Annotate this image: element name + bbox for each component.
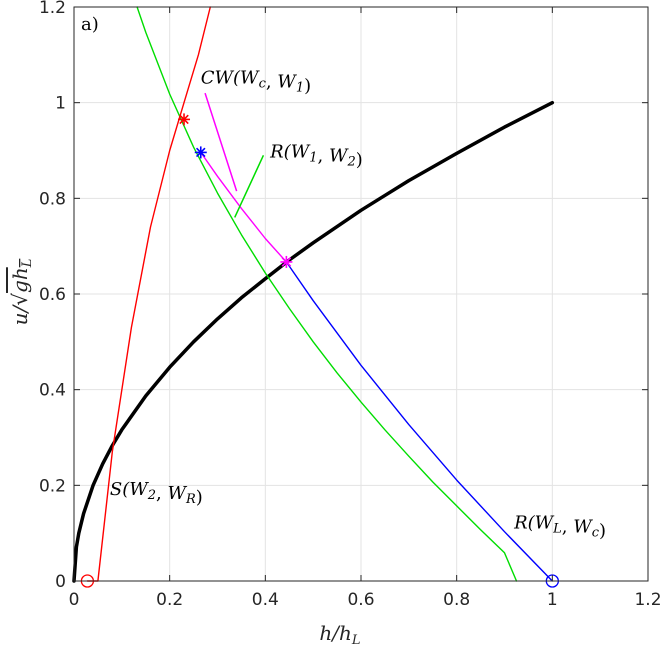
y-axis-label-text: u/√ghL bbox=[8, 259, 35, 326]
ticks bbox=[73, 6, 649, 582]
y-tick-label: 0 bbox=[55, 572, 66, 592]
x-tick-label: 0.8 bbox=[443, 590, 470, 610]
tick-labels: 0 0.2 0.4 0.6 0.8 1 1.2 0 0.2 0.4 0.6 0.8 1 1.2 bbox=[39, 0, 662, 610]
annotation-1: CW(Wc, W1) bbox=[201, 68, 311, 97]
series-line-3 bbox=[200, 151, 288, 263]
series-line-2 bbox=[285, 261, 553, 582]
series-layer bbox=[72, 6, 555, 583]
annotation-3: S(W2, WR) bbox=[110, 479, 203, 508]
y-tick-label: 0.6 bbox=[39, 285, 66, 305]
annotation-4: R(WL, Wc) bbox=[513, 512, 606, 541]
x-tick-label: 0 bbox=[69, 590, 80, 610]
x-tick-label: 0.2 bbox=[156, 590, 183, 610]
star-marker-3 bbox=[178, 113, 191, 126]
y-axis-label: u/√ghL bbox=[8, 259, 35, 326]
y-tick-label: 0.4 bbox=[39, 381, 66, 401]
y-tick-label: 0.2 bbox=[39, 476, 66, 496]
series-line-4 bbox=[136, 6, 518, 582]
star-marker-4 bbox=[194, 146, 207, 159]
y-tick-label: 0.8 bbox=[39, 189, 66, 209]
series-line-1 bbox=[72, 100, 555, 583]
series-line-5 bbox=[86, 6, 212, 582]
annotation-pointers bbox=[204, 92, 265, 218]
x-tick-label: 1.2 bbox=[634, 590, 661, 610]
annotation-2: R(W1, W2) bbox=[269, 142, 363, 171]
x-tick-label: 0.6 bbox=[347, 590, 374, 610]
x-tick-label: 0.4 bbox=[252, 590, 279, 610]
annotation-pointer-1 bbox=[204, 92, 238, 192]
annotations: CW(Wc, W1) R(W1, W2) S(W2, WR) R(WL, Wc) bbox=[110, 68, 606, 542]
y-tick-label: 1.2 bbox=[39, 0, 66, 18]
panel-label: a) bbox=[81, 14, 99, 35]
x-tick-label: 1 bbox=[547, 590, 558, 610]
y-tick-label: 1 bbox=[55, 94, 66, 114]
star-marker-5 bbox=[280, 255, 293, 268]
annotation-pointer-2 bbox=[234, 154, 265, 218]
